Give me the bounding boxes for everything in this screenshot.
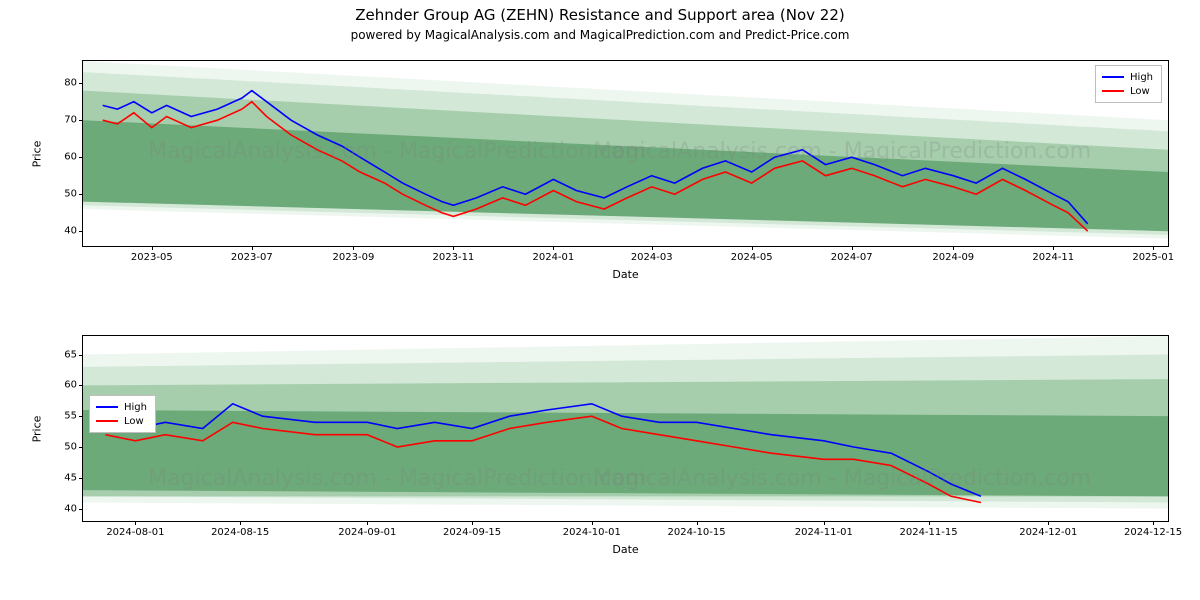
plot-area-bottom: MagicalAnalysis.com - MagicalPrediction.… [83,336,1168,521]
legend-label-low: Low [124,416,144,427]
x-tick-label: 2023-07 [231,252,273,263]
x-tick-label: 2024-11 [1032,252,1074,263]
x-tick-label: 2024-11-01 [795,527,853,538]
legend-item-high: High [96,400,147,414]
y-tick-label: 80 [64,78,77,89]
y-tick-label: 40 [64,226,77,237]
y-tick-label: 65 [64,349,77,360]
x-axis-label-bottom: Date [612,543,638,556]
x-tick-label: 2024-01 [532,252,574,263]
price-lines-top [83,61,1168,246]
y-tick-label: 70 [64,115,77,126]
chart-subtitle: powered by MagicalAnalysis.com and Magic… [0,28,1200,42]
legend-bottom: High Low [89,395,156,433]
x-tick-label: 2024-11-15 [899,527,957,538]
panel-top: MagicalAnalysis.com - MagicalPrediction.… [82,60,1169,247]
y-tick-label: 50 [64,189,77,200]
x-tick-label: 2024-12-01 [1019,527,1077,538]
legend-item-low: Low [96,414,147,428]
x-tick-label: 2024-10-01 [563,527,621,538]
price-lines-bottom [83,336,1168,521]
low-series-line [105,416,981,502]
x-tick-label: 2024-08-01 [106,527,164,538]
legend-item-low: Low [1102,84,1153,98]
legend-label-low: Low [1130,86,1150,97]
y-tick-label: 40 [64,503,77,514]
x-tick-label: 2024-09-01 [338,527,396,538]
x-tick-label: 2025-01 [1132,252,1174,263]
x-tick-label: 2023-11 [433,252,475,263]
legend-swatch-high [96,406,118,408]
x-tick-label: 2024-10-15 [668,527,726,538]
low-series-line [103,102,1088,232]
legend-swatch-low [96,420,118,422]
y-tick-label: 60 [64,380,77,391]
x-axis-label-top: Date [612,268,638,281]
figure: Zehnder Group AG (ZEHN) Resistance and S… [0,0,1200,600]
high-series-line [105,404,981,497]
legend-swatch-low [1102,90,1124,92]
plot-area-top: MagicalAnalysis.com - MagicalPrediction.… [83,61,1168,246]
chart-title: Zehnder Group AG (ZEHN) Resistance and S… [0,6,1200,24]
x-tick-label: 2024-08-15 [211,527,269,538]
x-tick-label: 2023-09 [333,252,375,263]
y-tick-label: 45 [64,472,77,483]
x-tick-label: 2024-03 [631,252,673,263]
panel-bottom: MagicalAnalysis.com - MagicalPrediction.… [82,335,1169,522]
high-series-line [103,91,1088,224]
legend-swatch-high [1102,76,1124,78]
x-tick-label: 2024-09 [932,252,974,263]
x-tick-label: 2024-07 [831,252,873,263]
x-tick-label: 2024-05 [731,252,773,263]
x-tick-label: 2024-12-15 [1124,527,1182,538]
x-tick-label: 2023-05 [131,252,173,263]
y-tick-label: 55 [64,411,77,422]
legend-top: High Low [1095,65,1162,103]
y-axis-label-top: Price [31,140,44,167]
legend-label-high: High [1130,72,1153,83]
y-axis-label-bottom: Price [31,415,44,442]
legend-item-high: High [1102,70,1153,84]
y-tick-label: 60 [64,152,77,163]
x-tick-label: 2024-09-15 [443,527,501,538]
y-tick-label: 50 [64,442,77,453]
legend-label-high: High [124,402,147,413]
